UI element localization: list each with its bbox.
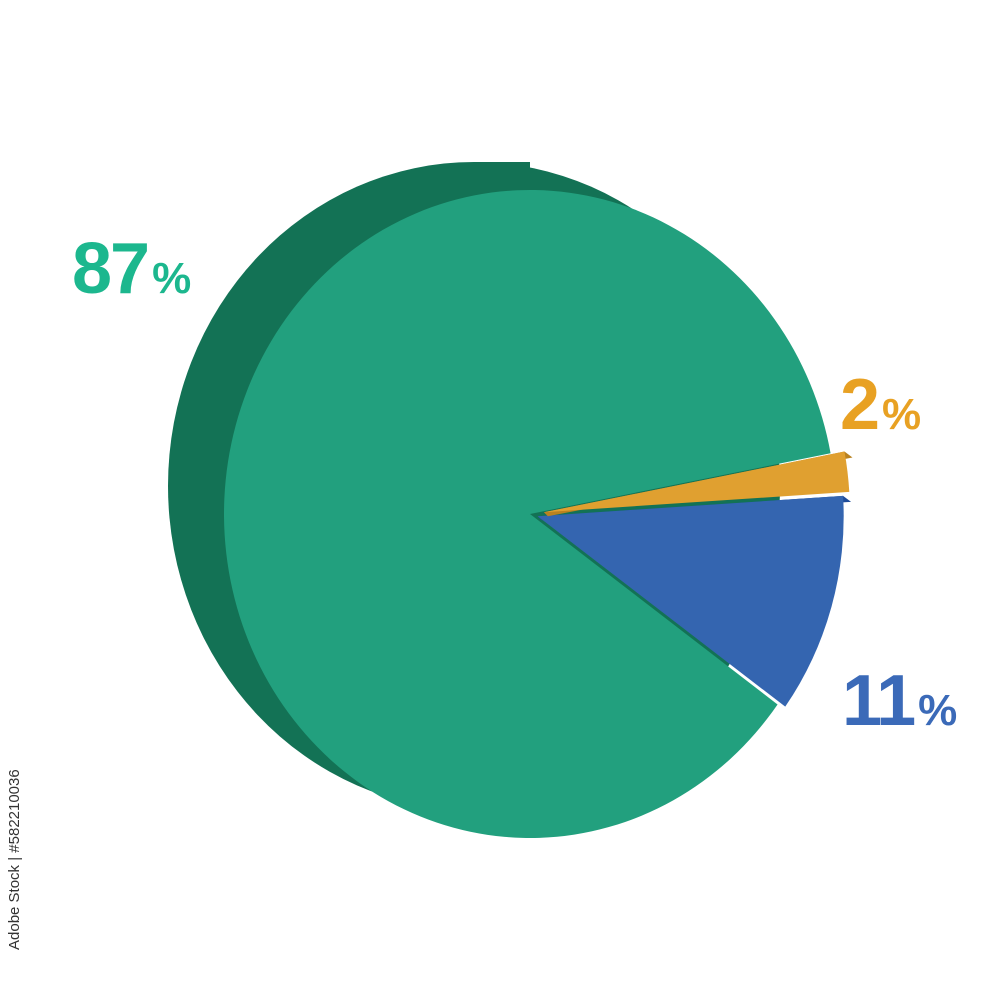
label-87: 87%: [72, 228, 191, 310]
label-11: 11%: [842, 660, 957, 742]
label-value: 11: [842, 661, 916, 741]
slice-2: [543, 451, 850, 513]
label-value: 87: [72, 229, 150, 309]
watermark-text: Adobe Stock | #582210036: [6, 769, 23, 950]
label-2: 2%: [840, 364, 921, 446]
percent-sign: %: [918, 686, 957, 735]
percent-sign: %: [152, 254, 191, 303]
label-value: 2: [840, 365, 880, 445]
slice-87: [224, 190, 831, 838]
percent-sign: %: [882, 390, 921, 439]
slice-11: [537, 495, 844, 707]
